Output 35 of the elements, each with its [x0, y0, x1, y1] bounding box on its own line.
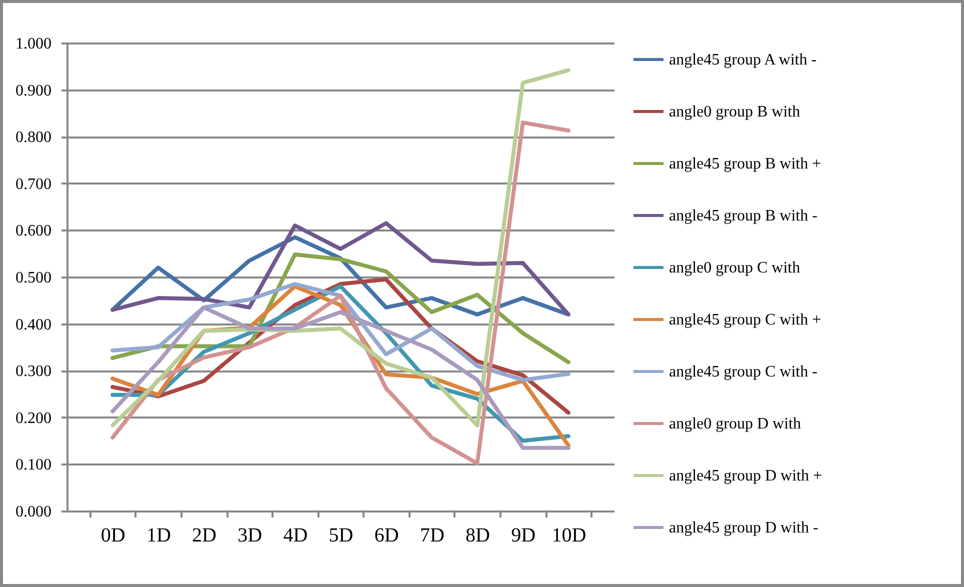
y-tick-label: 1.000	[16, 36, 52, 52]
x-tick-label: 2D	[192, 524, 216, 546]
legend-label: angle45 group B with -	[669, 208, 818, 224]
legend-label: angle0 group D with	[669, 416, 801, 432]
legend-label: angle45 group C with -	[669, 364, 818, 380]
legend-label: angle0 group C with	[669, 260, 800, 276]
x-tick-label: 7D	[420, 524, 444, 546]
line-series	[110, 120, 570, 466]
y-tick-label: 0.300	[16, 363, 52, 380]
y-tick-label: 0.100	[16, 456, 52, 474]
y-tick-label: 0.900	[16, 82, 52, 100]
x-tick-label: 5D	[328, 524, 354, 546]
x-tick-label: 3D	[238, 524, 262, 546]
line-series	[110, 68, 570, 428]
legend-label: angle45 group D with +	[669, 468, 822, 484]
legend-label: angle45 group B with +	[669, 156, 822, 172]
x-tick-label: 1D	[146, 524, 171, 546]
y-tick-label: 0.200	[16, 410, 52, 427]
line-series	[110, 282, 570, 382]
y-tick-label: 0.500	[16, 270, 52, 286]
legend-label: angle45 group A with -	[669, 52, 817, 68]
y-tick-label: 0.000	[16, 504, 52, 520]
legend-label: angle0 group B with	[669, 104, 800, 120]
y-tick-label: 0.800	[16, 129, 52, 146]
legend-label: angle45 group C with +	[669, 312, 822, 328]
x-tick-label: 6D	[374, 524, 399, 546]
y-tick-label: 0.700	[16, 176, 52, 193]
x-tick-label: 4D	[283, 524, 308, 546]
x-tick-label: 9D	[511, 524, 536, 546]
x-tick-label: 8D	[466, 524, 490, 546]
y-tick-label: 0.400	[16, 316, 52, 334]
y-tick-label: 0.600	[16, 222, 52, 240]
x-tick-label: 0D	[100, 524, 126, 546]
legend-label: angle45 group D with -	[669, 520, 818, 536]
x-tick-label: 10D	[552, 524, 586, 546]
